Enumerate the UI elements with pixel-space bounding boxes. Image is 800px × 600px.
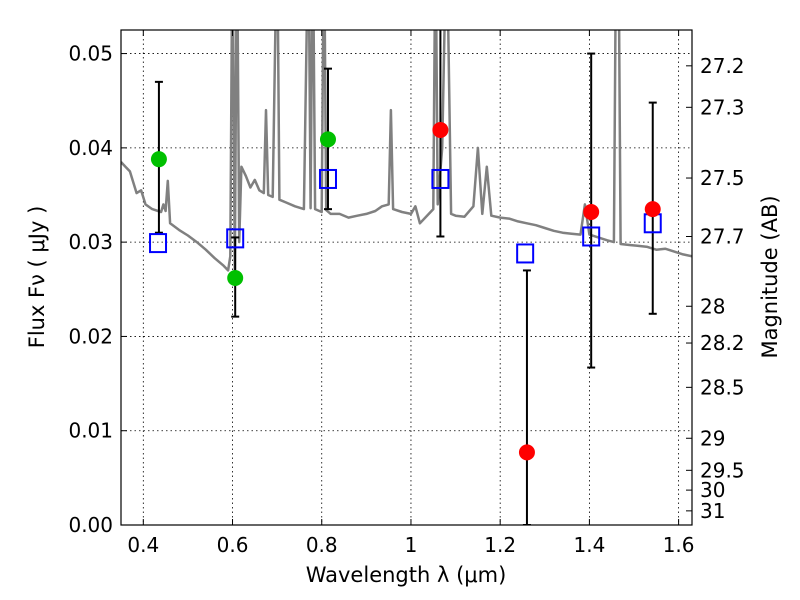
right-tick-label: 27.5 <box>700 166 745 190</box>
right-tick-label: 30 <box>700 478 725 502</box>
x-tick-label: 0.4 <box>127 533 159 557</box>
x-axis-ticks: 0.4 0.6 0.8 1 1.2 1.4 1.6 <box>127 30 695 557</box>
observed-circle-point <box>644 201 661 218</box>
right-tick-label: 27.2 <box>700 54 745 78</box>
y-axis-ticks: 0.00 0.01 0.02 0.03 0.04 0.05 <box>68 42 127 537</box>
right-tick-label: 29.5 <box>700 458 745 482</box>
y-tick-label: 0.04 <box>68 136 113 160</box>
model-square-point <box>226 228 245 249</box>
observed-circle-point <box>518 444 535 461</box>
right-tick-label: 27.3 <box>700 95 745 119</box>
right-tick-label: 28.5 <box>700 375 745 399</box>
plot-background <box>121 30 692 525</box>
x-tick-label: 0.6 <box>217 533 249 557</box>
model-square-point <box>516 243 535 264</box>
right-tick-label: 27.7 <box>700 224 745 248</box>
data-markers <box>149 121 662 461</box>
observed-circle-point <box>227 269 244 286</box>
y-tick-label: 0.03 <box>68 230 113 254</box>
observed-circle-point <box>150 151 167 168</box>
x-axis-label: Wavelength λ (μm) <box>306 563 507 587</box>
x-tick-label: 0.8 <box>306 533 338 557</box>
observed-circle-point <box>319 131 336 148</box>
observed-circle-point <box>432 121 449 138</box>
model-square-point <box>582 226 601 247</box>
plot-frame <box>120 29 693 526</box>
y-tick-label: 0.00 <box>68 513 113 537</box>
x-tick-label: 1.4 <box>573 533 605 557</box>
right-tick-label: 31 <box>700 499 725 523</box>
model-spectrum-line <box>121 30 692 274</box>
y-tick-label: 0.02 <box>68 324 113 348</box>
x-tick-label: 1.2 <box>484 533 516 557</box>
y-tick-label: 0.05 <box>68 42 113 66</box>
y-axis-label-left: Flux Fν ( μJy ) <box>25 206 49 349</box>
y-tick-label: 0.01 <box>68 419 113 443</box>
right-tick-label: 29 <box>700 426 725 450</box>
observed-circle-point <box>583 203 600 220</box>
y-axis-label-right: Magnitude (AB) <box>758 195 782 358</box>
model-square-point <box>149 233 168 254</box>
right-tick-label: 28.2 <box>700 331 745 355</box>
x-tick-label: 1.6 <box>663 533 695 557</box>
x-tick-label: 1 <box>405 533 418 557</box>
model-square-point <box>318 168 337 189</box>
right-tick-label: 28 <box>700 294 725 318</box>
model-square-point <box>431 168 450 189</box>
